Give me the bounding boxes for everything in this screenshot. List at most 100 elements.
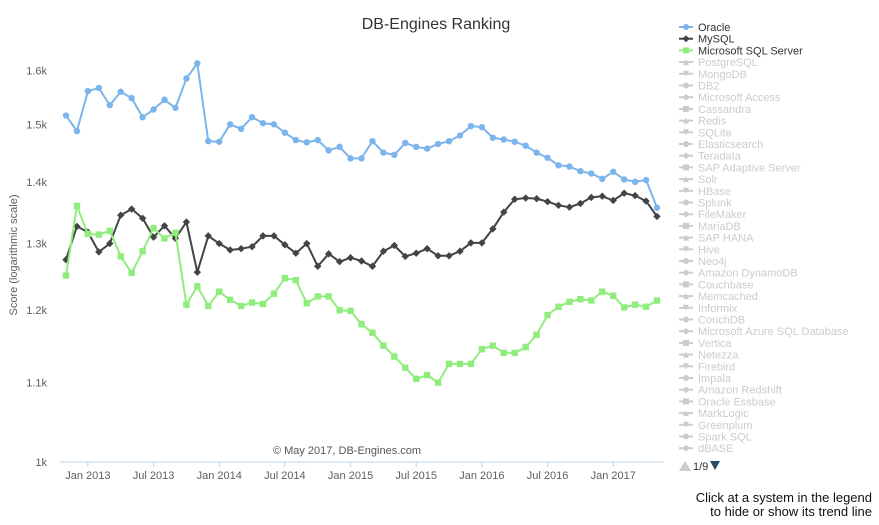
- legend-item-solr[interactable]: Solr: [679, 174, 718, 186]
- y-tick-label: 1.5k: [26, 119, 47, 131]
- legend-item-impala[interactable]: Impala: [679, 373, 732, 385]
- legend-item-dbase[interactable]: dBASE: [679, 443, 733, 455]
- legend-marker-icon: [683, 129, 689, 136]
- data-point-microsoft-sql-server: [117, 253, 124, 260]
- legend-marker-icon: [683, 351, 689, 358]
- data-point-microsoft-sql-server: [325, 293, 332, 300]
- x-tick-label: Jan 2013: [65, 470, 110, 482]
- data-point-oracle: [106, 101, 113, 109]
- data-point-oracle: [62, 112, 70, 119]
- legend-item-microsoft-access[interactable]: Microsoft Access: [679, 92, 781, 104]
- legend-marker-icon: [682, 386, 690, 394]
- data-point-microsoft-sql-server: [194, 283, 201, 290]
- legend-item-sqlite[interactable]: SQLite: [679, 127, 732, 139]
- series-microsoft-sql-server[interactable]: [62, 202, 661, 386]
- legend-item-mysql[interactable]: MySQL: [679, 34, 735, 46]
- legend-label: MongoDB: [698, 69, 747, 81]
- data-point-microsoft-sql-server: [402, 364, 409, 371]
- legend-label: Informix: [698, 303, 738, 315]
- legend-item-sap-hana[interactable]: SAP HANA: [679, 233, 754, 245]
- legend-item-vertica[interactable]: Vertica: [679, 338, 733, 350]
- data-point-oracle: [489, 134, 497, 141]
- legend-marker-icon: [683, 339, 689, 346]
- legend-item-redis[interactable]: Redis: [679, 116, 727, 128]
- legend-item-splunk[interactable]: Splunk: [679, 198, 732, 210]
- data-point-microsoft-sql-server: [128, 269, 135, 277]
- legend-marker-icon: [683, 433, 689, 440]
- data-point-mysql: [117, 211, 125, 219]
- legend-item-db2[interactable]: DB2: [679, 81, 719, 93]
- data-point-microsoft-sql-server: [237, 302, 245, 310]
- legend-item-mariadb[interactable]: MariaDB: [679, 221, 741, 233]
- legend-label: MarkLogic: [698, 408, 749, 420]
- data-point-mysql: [401, 252, 409, 261]
- legend-marker-icon: [683, 398, 689, 405]
- x-axis-ticks: Jan 2013 Jul 2013 Jan 2014 Jul 2014 Jan 2015…: [65, 462, 636, 482]
- data-point-mysql: [532, 194, 541, 203]
- x-tick-label: Jan 2015: [328, 470, 373, 482]
- legend-item-hbase[interactable]: HBase: [679, 186, 731, 198]
- data-point-mysql: [324, 250, 333, 258]
- data-point-mysql: [489, 225, 497, 233]
- legend-item-hive[interactable]: Hive: [679, 244, 720, 256]
- legend-label: Elasticsearch: [698, 139, 763, 151]
- data-point-microsoft-sql-server: [95, 231, 103, 238]
- legend-item-oracle[interactable]: Oracle: [679, 22, 730, 34]
- data-point-mysql: [423, 244, 431, 253]
- data-point-oracle: [117, 88, 124, 95]
- x-tick-label: Jan 2014: [197, 470, 242, 482]
- data-point-microsoft-sql-server: [172, 229, 179, 236]
- legend-item-cassandra[interactable]: Cassandra: [679, 104, 752, 116]
- legend-item-oracle-essbase[interactable]: Oracle Essbase: [679, 396, 776, 408]
- data-point-mysql: [270, 232, 278, 240]
- legend-item-amazon-dynamodb[interactable]: Amazon DynamoDB: [679, 268, 798, 280]
- legend-prev-arrow-icon[interactable]: [679, 461, 691, 471]
- legend-item-amazon-redshift[interactable]: Amazon Redshift: [679, 385, 782, 397]
- legend-label: Vertica: [698, 338, 733, 350]
- data-point-oracle: [161, 96, 168, 103]
- y-tick-label: 1.1k: [26, 378, 47, 390]
- legend-marker-icon: [683, 421, 689, 428]
- legend-hint: Click at a system in the legend to hide …: [640, 491, 872, 519]
- legend-label: Greenplum: [698, 420, 752, 432]
- credit-text: © May 2017, DB-Engines.com: [273, 445, 421, 457]
- data-point-microsoft-sql-server: [434, 379, 442, 386]
- legend-item-netezza[interactable]: Netezza: [679, 350, 739, 362]
- legend-item-couchbase[interactable]: Couchbase: [679, 279, 754, 291]
- legend-item-postgresql[interactable]: PostgreSQL: [679, 57, 758, 69]
- legend-next-arrow-icon[interactable]: [710, 461, 720, 470]
- data-point-oracle: [281, 129, 289, 136]
- data-point-oracle: [423, 145, 431, 152]
- data-point-oracle: [610, 168, 617, 175]
- data-point-oracle: [653, 204, 661, 211]
- legend-item-microsoft-sql-server[interactable]: Microsoft SQL Server: [679, 45, 803, 57]
- legend-item-firebird[interactable]: Firebird: [679, 361, 735, 373]
- legend-label: dBASE: [698, 443, 733, 455]
- legend-marker-icon: [683, 234, 689, 241]
- legend-marker-icon: [683, 59, 689, 66]
- data-point-microsoft-sql-server: [380, 342, 387, 349]
- legend-item-teradata[interactable]: Teradata: [679, 151, 742, 163]
- legend-item-memcached[interactable]: Memcached: [679, 291, 758, 303]
- series-oracle[interactable]: [62, 60, 661, 211]
- legend-item-sap-adaptive-server[interactable]: SAP Adaptive Server: [679, 162, 801, 174]
- data-point-microsoft-sql-server: [620, 304, 628, 311]
- data-point-mysql: [587, 193, 596, 202]
- legend-item-greenplum[interactable]: Greenplum: [679, 420, 752, 432]
- legend-item-mongodb[interactable]: MongoDB: [679, 69, 747, 81]
- legend-item-spark-sql[interactable]: Spark SQL: [679, 432, 752, 444]
- data-point-oracle: [194, 60, 201, 67]
- data-point-oracle: [544, 154, 551, 161]
- legend-item-informix[interactable]: Informix: [679, 303, 738, 315]
- legend-hint-line1: Click at a system in the legend: [695, 490, 872, 505]
- data-point-oracle: [150, 106, 157, 113]
- legend-item-filemaker[interactable]: FileMaker: [679, 209, 747, 221]
- legend-item-neo4j[interactable]: Neo4j: [679, 256, 727, 268]
- legend-item-elasticsearch[interactable]: Elasticsearch: [679, 139, 763, 151]
- data-point-oracle: [95, 84, 103, 92]
- legend-item-couchdb[interactable]: CouchDB: [679, 315, 745, 327]
- data-point-oracle: [139, 113, 146, 121]
- data-point-mysql: [95, 248, 103, 256]
- legend-item-marklogic[interactable]: MarkLogic: [679, 408, 749, 420]
- legend-item-microsoft-azure-sql-database[interactable]: Microsoft Azure SQL Database: [679, 326, 849, 338]
